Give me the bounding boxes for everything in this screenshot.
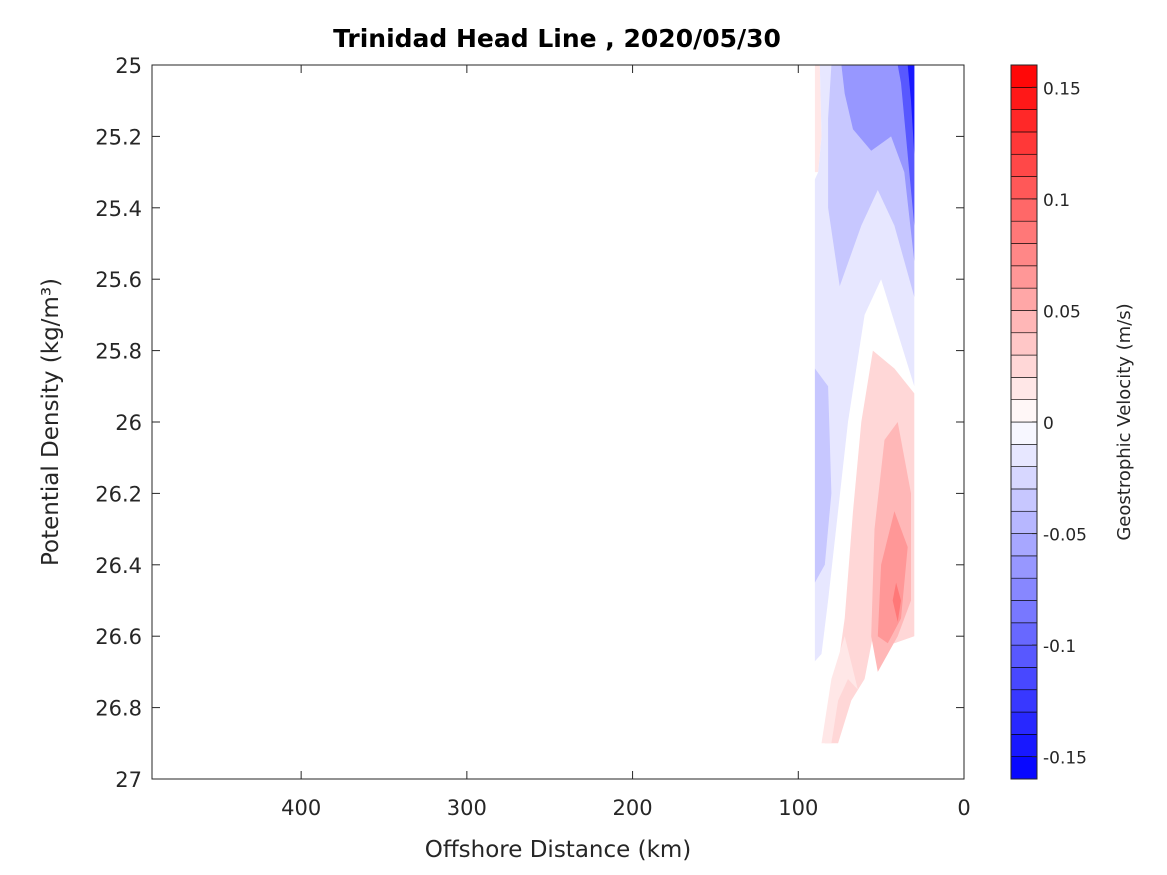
colorbar-segment [1010,377,1038,400]
contour-region-negative-upper-strong [841,65,915,262]
colorbar-segment [1010,622,1038,646]
colorbar-segment [1010,354,1038,378]
x-tick-label: 100 [778,796,818,820]
contour-region-positive-northern-edge [814,65,822,173]
colorbar-segment [1010,421,1038,445]
y-axis-label: Potential Density (kg/m³) [38,278,64,566]
contour-region-negative-offshore-lobe [814,368,832,583]
y-tick-label: 25.2 [95,125,142,149]
colorbar-segment [1010,734,1038,757]
colorbar-tick-label: 0.1 [1043,191,1070,211]
colorbar-segment [1010,756,1038,780]
colorbar-segment [1010,533,1038,557]
y-tick-label: 27 [115,768,142,792]
colorbar-segment [1010,198,1038,222]
colorbar-tick-label: -0.1 [1043,637,1076,657]
colorbar-tick-label: 0 [1043,414,1054,434]
y-axis: 25 25.2 25.4 25.6 25.8 26 26.2 26.4 26.6 26.8 27 [95,54,964,792]
colorbar-segment [1010,466,1038,490]
colorbar-tick-label: 0.05 [1043,302,1081,322]
colorbar-label: Geostrophic Velocity (m/s) [1114,303,1135,540]
colorbar-segment [1010,510,1038,534]
colorbar-segment [1010,600,1038,624]
colorbar-segment [1010,555,1038,579]
colorbar-tick-label: -0.05 [1043,526,1087,546]
colorbar-segment [1010,488,1038,512]
y-tick-label: 25.8 [95,340,142,364]
y-tick-label: 26.8 [95,697,142,721]
y-tick-label: 25.6 [95,268,142,292]
colorbar-tick-label: -0.15 [1043,749,1087,769]
colorbar-segment [1010,153,1038,177]
colorbar-segment [1010,444,1038,467]
colorbar-tick-label: 0.15 [1043,79,1081,99]
colorbar-segment [1010,109,1038,133]
y-tick-label: 26 [115,411,142,435]
contour-region-positive-deep-core [877,511,908,644]
y-tick-label: 25.4 [95,197,142,221]
colorbar-segment [1010,667,1038,691]
y-tick-label: 25 [115,54,142,78]
colorbar-segment [1010,577,1038,601]
colorbar-segment [1010,310,1038,334]
colorbar-segment [1010,176,1038,200]
colorbar-segment [1010,87,1038,110]
colorbar-segment [1010,689,1038,713]
colorbar-segment [1010,131,1038,155]
colorbar-segment [1010,332,1038,356]
x-tick-label: 200 [613,796,653,820]
colorbar-segment [1010,265,1038,289]
velocity-contours [814,65,915,744]
colorbar-segment [1010,711,1038,735]
x-axis-label: Offshore Distance (km) [425,837,692,863]
contour-region-positive-deep-lower-limb [821,636,858,744]
y-tick-label: 26.6 [95,625,142,649]
y-tick-label: 26.4 [95,554,142,578]
colorbar-segment [1010,287,1038,311]
contour-region-negative-coastal-core [897,65,915,226]
chart-title: Trinidad Head Line , 2020/05/30 [333,24,781,53]
colorbar: 0.15 0.1 0.05 0 -0.05 -0.1 -0.15 [1010,64,1087,780]
x-tick-label: 400 [281,796,321,820]
colorbar-segment [1010,220,1038,244]
colorbar-segment [1010,64,1038,88]
contour-region-negative-coastal-max [907,65,915,155]
contour-region-positive-deep-max [892,582,901,622]
colorbar-segment [1010,644,1038,668]
x-tick-label: 0 [957,796,970,820]
colorbar-segment [1010,243,1038,267]
x-tick-label: 300 [447,796,487,820]
x-axis: 400 300 200 100 0 [281,65,971,820]
colorbar-segment [1010,399,1038,423]
y-tick-label: 26.2 [95,482,142,506]
